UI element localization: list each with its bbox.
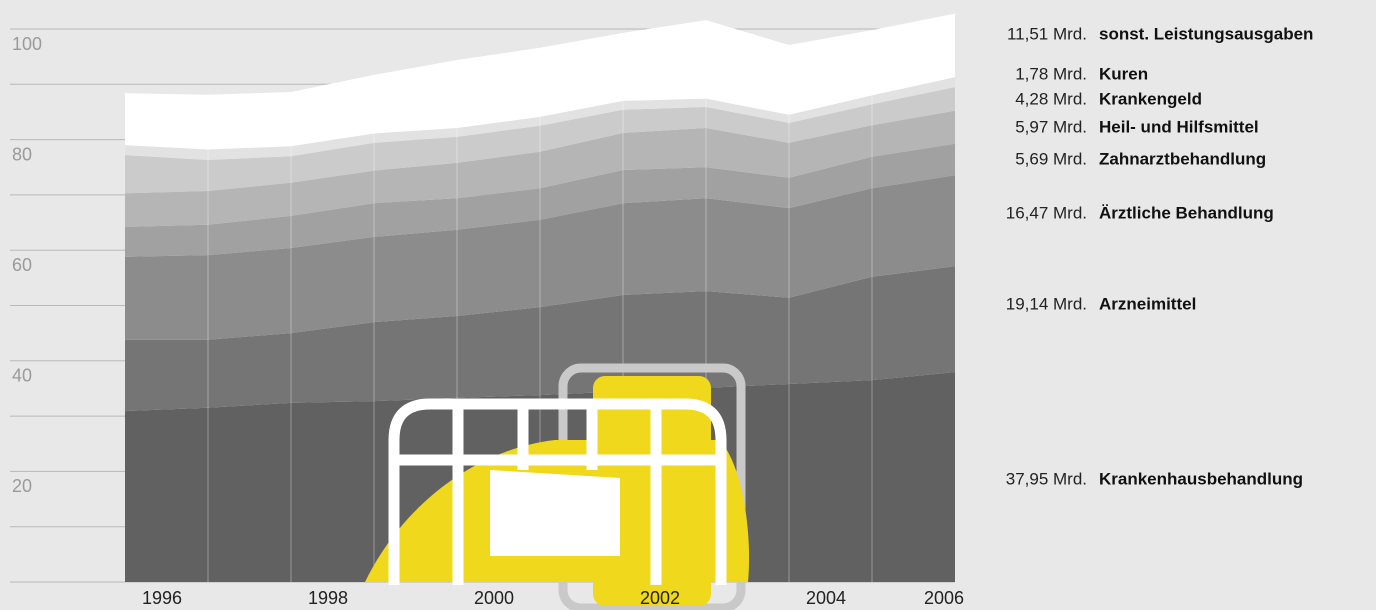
x-tick-label: 2004 bbox=[806, 588, 846, 608]
value-label: 19,14 Mrd. bbox=[1006, 294, 1087, 313]
area bbox=[125, 87, 955, 194]
value-label: 5,69 Mrd. bbox=[1015, 149, 1087, 168]
legend-label: Kuren bbox=[1099, 64, 1148, 83]
area bbox=[125, 266, 955, 412]
labels: 20 40 60 80 100 1996 1998 2000 2002 2004 2006 37,95… bbox=[12, 24, 1313, 607]
year-lines bbox=[207, 20, 873, 582]
value-label: 4,28 Mrd. bbox=[1015, 89, 1087, 108]
legend-label: Zahnarztbehandlung bbox=[1099, 149, 1266, 168]
legend-label: Krankengeld bbox=[1099, 89, 1202, 108]
area bbox=[125, 175, 955, 340]
value-label: 37,95 Mrd. bbox=[1006, 469, 1087, 488]
area bbox=[125, 143, 955, 257]
y-tick-label: 40 bbox=[12, 366, 32, 386]
legend-label: sonst. Leistungsausgaben bbox=[1099, 24, 1313, 43]
x-tick-label: 2000 bbox=[474, 588, 514, 608]
x-tick-label: 1996 bbox=[142, 588, 182, 608]
area bbox=[125, 13, 955, 150]
x-tick-label: 2002 bbox=[640, 588, 680, 608]
x-tick-label: 1998 bbox=[308, 588, 348, 608]
y-tick-label: 80 bbox=[12, 144, 32, 164]
area bbox=[125, 110, 955, 227]
value-label: 1,78 Mrd. bbox=[1015, 64, 1087, 83]
legend-label: Ärztliche Behandlung bbox=[1099, 203, 1274, 222]
area bbox=[125, 77, 955, 161]
value-label: 5,97 Mrd. bbox=[1015, 117, 1087, 136]
bed-illustration bbox=[365, 363, 750, 610]
pillow bbox=[490, 470, 620, 556]
front-bed-frame bbox=[388, 398, 727, 585]
legend-label: Krankenhausbehandlung bbox=[1099, 469, 1303, 488]
value-label: 11,51 Mrd. bbox=[1007, 24, 1087, 43]
x-tick-label: 2006 bbox=[924, 588, 964, 608]
legend-label: Arzneimittel bbox=[1099, 294, 1196, 313]
y-tick-label: 60 bbox=[12, 255, 32, 275]
legend-label: Heil- und Hilfsmittel bbox=[1099, 117, 1259, 136]
value-label: 16,47 Mrd. bbox=[1006, 203, 1087, 222]
y-tick-label: 100 bbox=[12, 34, 42, 54]
y-tick-label: 20 bbox=[12, 476, 32, 496]
